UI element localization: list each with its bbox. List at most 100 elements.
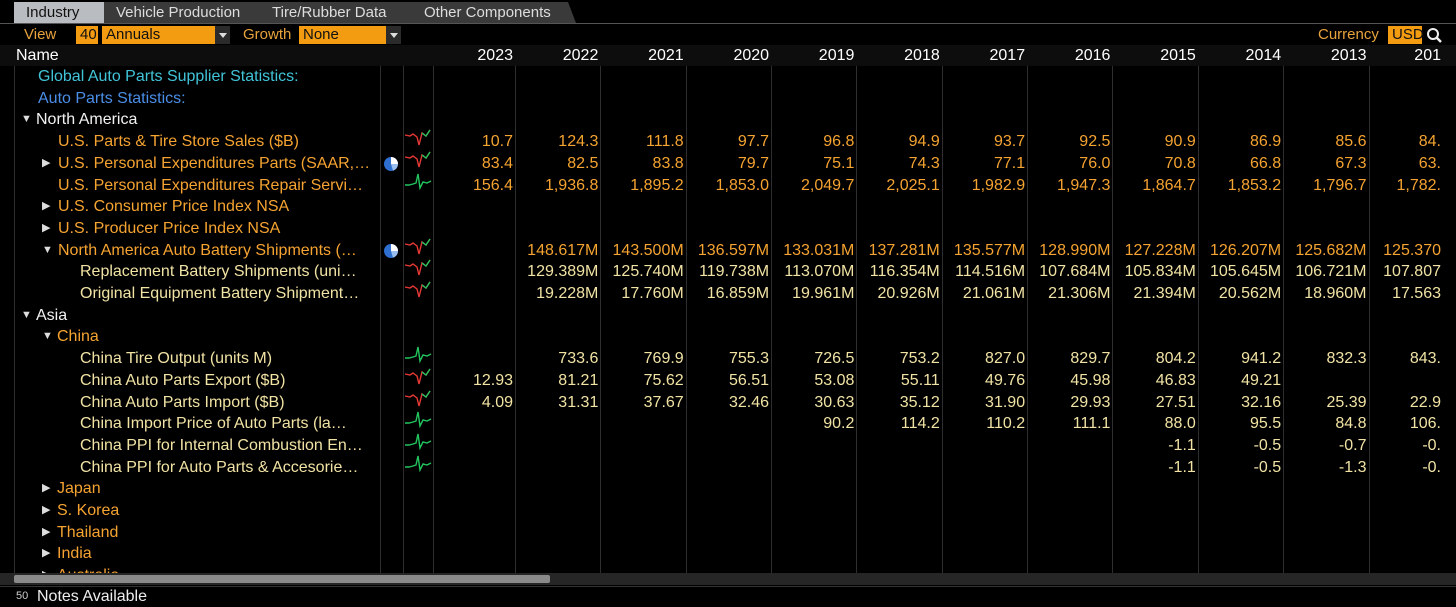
expander[interactable]: ▼ bbox=[42, 330, 53, 343]
cell-value[interactable]: 19.228M bbox=[536, 285, 599, 302]
expander[interactable]: ▶ bbox=[42, 525, 51, 538]
cell-value[interactable]: 90.9 bbox=[1164, 133, 1196, 151]
cell-value[interactable]: 127.228M bbox=[1124, 241, 1196, 259]
sparkline[interactable] bbox=[404, 236, 432, 258]
cell-value[interactable]: 22.9 bbox=[1409, 393, 1441, 411]
row-label[interactable]: Global Auto Parts Supplier Statistics: bbox=[38, 68, 299, 85]
row-label[interactable]: S. Korea bbox=[57, 502, 120, 519]
cell-value[interactable]: 726.5 bbox=[814, 350, 855, 368]
cell-value[interactable]: 133.031M bbox=[783, 241, 855, 259]
cell-value[interactable]: 156.4 bbox=[472, 176, 513, 194]
cell-value[interactable]: 82.5 bbox=[567, 154, 599, 172]
cell-value[interactable]: 106. bbox=[1409, 415, 1441, 433]
cell-value[interactable]: 25.39 bbox=[1326, 393, 1367, 411]
cell-value[interactable]: 94.9 bbox=[908, 133, 940, 151]
cell-value[interactable]: 49.21 bbox=[1241, 371, 1282, 389]
year-header[interactable]: 2016 bbox=[1074, 47, 1111, 64]
sparkline[interactable] bbox=[404, 431, 432, 453]
cell-value[interactable]: 10.7 bbox=[481, 133, 513, 151]
row-label[interactable]: China Import Price of Auto Parts (la… bbox=[80, 415, 347, 433]
cell-value[interactable]: 35.12 bbox=[899, 393, 940, 411]
cell-value[interactable]: 32.16 bbox=[1241, 393, 1282, 411]
cell-value[interactable]: 753.2 bbox=[899, 350, 940, 368]
sparkline[interactable] bbox=[404, 366, 432, 388]
cell-value[interactable]: 74.3 bbox=[908, 154, 940, 172]
sparkline[interactable] bbox=[404, 127, 432, 149]
cell-value[interactable]: 114.516M bbox=[955, 263, 1026, 281]
expander[interactable]: ▶ bbox=[42, 221, 51, 234]
expander[interactable]: ▼ bbox=[21, 308, 32, 321]
cell-value[interactable]: 17.563 bbox=[1392, 285, 1441, 302]
table-row[interactable]: ▼ North America Auto Battery Shipments (…… bbox=[0, 238, 1456, 262]
row-label[interactable]: Asia bbox=[36, 306, 68, 324]
sparkline[interactable] bbox=[404, 257, 432, 279]
cell-value[interactable]: 56.51 bbox=[729, 371, 770, 389]
row-label[interactable]: Thailand bbox=[57, 523, 119, 541]
table-row[interactable]: ▶ U.S. Producer Price Index NSA bbox=[0, 218, 1456, 240]
row-label[interactable]: U.S. Personal Expenditures Repair Servi… bbox=[58, 176, 364, 194]
row-label[interactable]: China Auto Parts Export ($B) bbox=[80, 371, 286, 389]
cell-value[interactable]: 125.740M bbox=[612, 263, 684, 281]
table-row[interactable]: ▶ S. Korea bbox=[0, 500, 1456, 522]
cell-value[interactable]: 107.807 bbox=[1383, 263, 1441, 281]
table-row[interactable]: ▶ U.S. Personal Expenditures Parts (SAAR,… bbox=[0, 151, 1456, 175]
cell-value[interactable]: 19.961M bbox=[792, 285, 855, 302]
cell-value[interactable]: 29.93 bbox=[1070, 393, 1111, 411]
cell-value[interactable]: 20.562M bbox=[1218, 285, 1282, 302]
cell-value[interactable]: 1,895.2 bbox=[630, 176, 684, 194]
cell-value[interactable]: 20.926M bbox=[877, 285, 940, 302]
cell-value[interactable]: 128.990M bbox=[1039, 241, 1111, 259]
expander[interactable]: ▶ bbox=[42, 200, 51, 213]
cell-value[interactable]: 84.8 bbox=[1335, 415, 1367, 433]
cell-value[interactable]: 66.8 bbox=[1250, 154, 1282, 172]
cell-value[interactable]: 106.721M bbox=[1295, 263, 1367, 281]
row-label[interactable]: India bbox=[57, 545, 92, 563]
cell-value[interactable]: 83.4 bbox=[481, 154, 513, 172]
tab[interactable]: Industry bbox=[14, 2, 116, 23]
expander[interactable]: ▶ bbox=[42, 504, 51, 516]
cell-value[interactable]: 97.7 bbox=[737, 133, 770, 151]
row-label[interactable]: China PPI for Auto Parts & Accesorie… bbox=[80, 458, 359, 476]
year-header[interactable]: 2015 bbox=[1160, 47, 1196, 64]
cell-value[interactable]: 1,947.3 bbox=[1057, 176, 1111, 194]
cell-value[interactable]: 12.93 bbox=[472, 371, 513, 389]
cell-value[interactable]: 30.63 bbox=[814, 393, 855, 411]
cell-value[interactable]: 827.0 bbox=[985, 350, 1026, 368]
row-label[interactable]: China Auto Parts Import ($B) bbox=[80, 393, 285, 411]
cell-value[interactable]: 83.8 bbox=[652, 154, 684, 172]
cell-value[interactable]: 135.577M bbox=[953, 241, 1026, 259]
table-row[interactable]: China Tire Output (units M) 733.6 769.9 755… bbox=[0, 346, 1456, 370]
cell-value[interactable]: -0.7 bbox=[1338, 436, 1367, 454]
row-label[interactable]: U.S. Producer Price Index NSA bbox=[58, 219, 281, 237]
cell-value[interactable]: 2,025.1 bbox=[886, 176, 940, 194]
table-row[interactable]: China Import Price of Auto Parts (la… 90.… bbox=[0, 412, 1456, 435]
cell-value[interactable]: 55.11 bbox=[900, 371, 940, 389]
row-label[interactable]: North America bbox=[36, 111, 138, 129]
row-label[interactable]: Replacement Battery Shipments (uni… bbox=[80, 263, 357, 281]
cell-value[interactable]: 67.3 bbox=[1335, 154, 1367, 172]
year-header[interactable]: 2023 bbox=[477, 47, 513, 64]
cell-value[interactable]: -1.1 bbox=[1168, 458, 1196, 476]
expander[interactable]: ▼ bbox=[21, 113, 32, 126]
tab[interactable]: Other Components bbox=[412, 2, 576, 23]
search-icon[interactable] bbox=[1424, 26, 1444, 44]
year-header[interactable]: 201 bbox=[1414, 47, 1441, 64]
year-header[interactable]: 2021 bbox=[648, 47, 684, 64]
cell-value[interactable]: 105.834M bbox=[1124, 263, 1196, 281]
cell-value[interactable]: 113.070M bbox=[784, 263, 855, 281]
cell-value[interactable]: 143.500M bbox=[612, 241, 684, 259]
cell-value[interactable]: -0. bbox=[1422, 436, 1441, 454]
view-count-box[interactable]: 40 bbox=[76, 26, 98, 44]
row-label[interactable]: U.S. Consumer Price Index NSA bbox=[58, 198, 290, 216]
cell-value[interactable]: 1,936.8 bbox=[544, 176, 599, 194]
cell-value[interactable]: 21.061M bbox=[962, 285, 1026, 302]
cell-value[interactable]: 17.760M bbox=[621, 285, 684, 302]
year-header[interactable]: 2013 bbox=[1330, 47, 1367, 64]
cell-value[interactable]: 96.8 bbox=[823, 133, 855, 151]
cell-value[interactable]: 1,982.9 bbox=[971, 176, 1026, 194]
cell-value[interactable]: 1,864.7 bbox=[1142, 176, 1196, 194]
cell-value[interactable]: 125.370 bbox=[1383, 241, 1441, 259]
cell-value[interactable]: 769.9 bbox=[643, 350, 684, 368]
row-label[interactable]: Japan bbox=[57, 480, 101, 498]
expander[interactable]: ▶ bbox=[42, 547, 51, 560]
